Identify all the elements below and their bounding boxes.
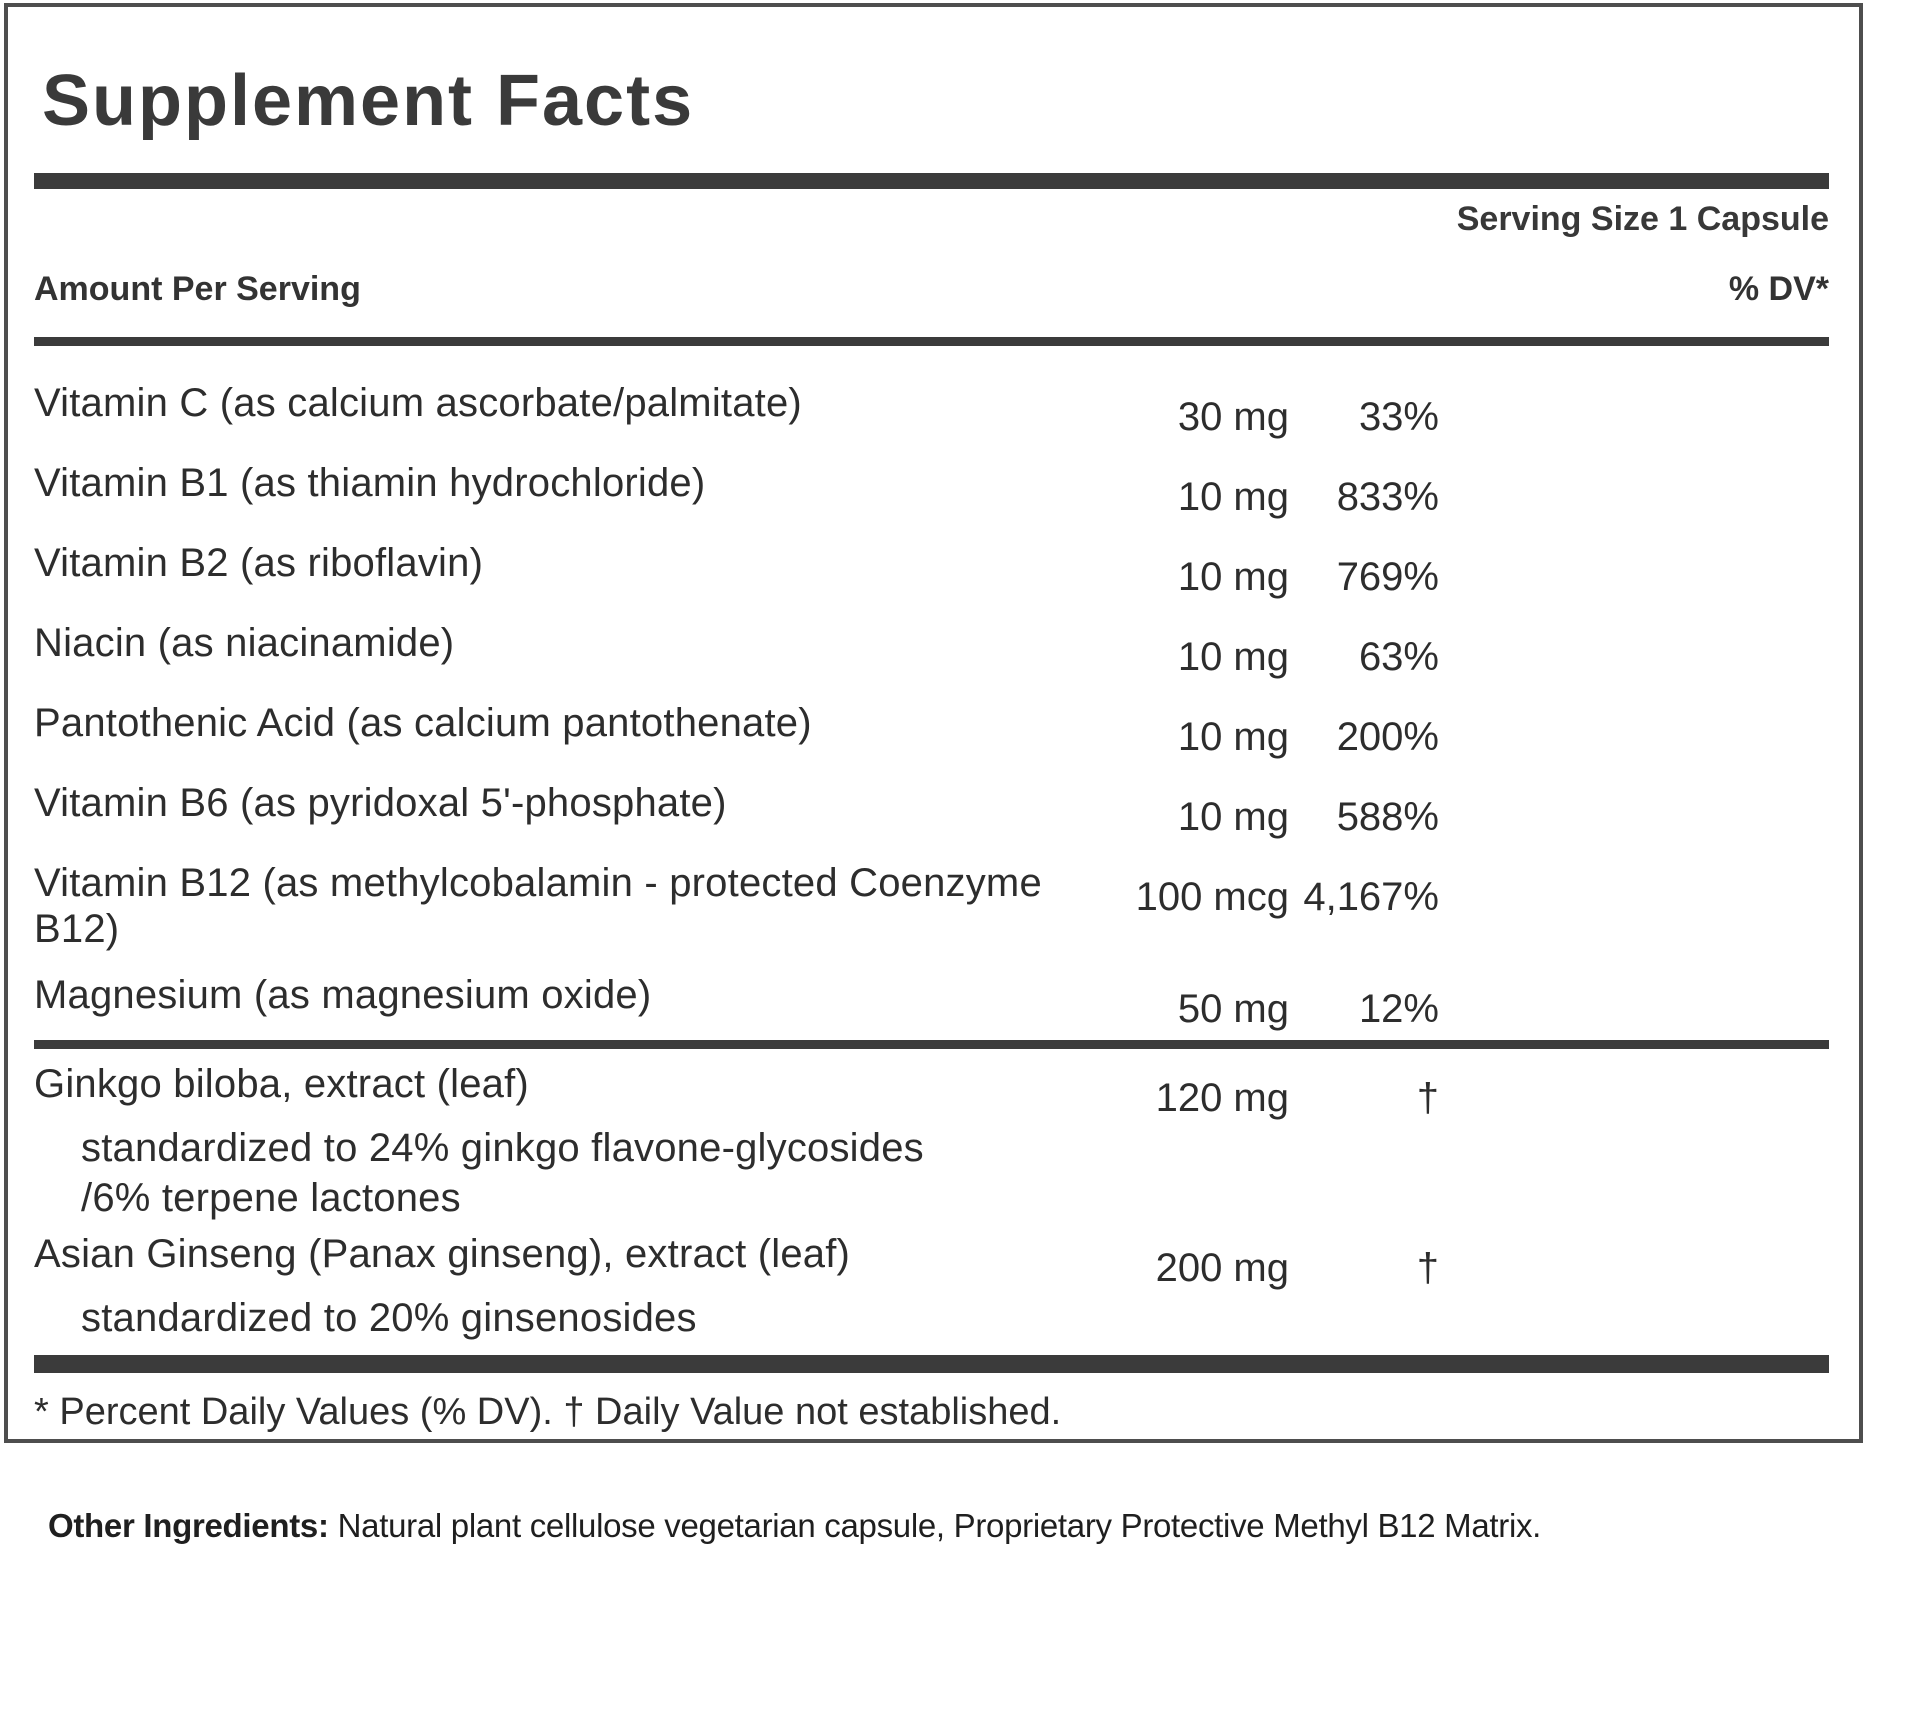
ingredient-name: Vitamin B1 (as thiamin hydrochloride) [34,461,706,505]
ingredient-dv: 588% [1336,795,1439,839]
ingredient-standardization: /6% terpene lactones [81,1176,461,1220]
ingredient-row: Vitamin B12 (as methylcobalamin - protec… [34,860,1829,952]
ingredient-dv: † [1416,1246,1439,1290]
ingredient-dv: 12% [1358,987,1439,1031]
ingredient-name: Vitamin B2 (as riboflavin) [34,541,484,585]
ingredient-amount: 30 mg [1177,395,1289,439]
amount-per-serving-header: Amount Per Serving [34,270,361,308]
divider-thick-bottom [34,1355,1829,1373]
panel-title: Supplement Facts [42,61,695,141]
ingredient-amount: 10 mg [1177,715,1289,759]
ingredient-name: Asian Ginseng (Panax ginseng), extract (… [34,1232,851,1276]
ingredient-dv: 4,167% [1303,875,1439,919]
other-ingredients-label: Other Ingredients: [48,1507,329,1544]
ingredient-row: Ginkgo biloba, extract (leaf) 120 mg † [34,1061,1829,1121]
ingredient-row: Asian Ginseng (Panax ginseng), extract (… [34,1231,1829,1291]
column-headers: Amount Per Serving % DV* [34,269,1829,309]
other-ingredients-text: Natural plant cellulose vegetarian capsu… [337,1507,1542,1544]
ingredient-amount: 10 mg [1177,635,1289,679]
ingredient-row: Vitamin B1 (as thiamin hydrochloride) 10 … [34,460,1829,520]
divider-under-headers [34,337,1829,346]
ingredient-dv: † [1416,1076,1439,1120]
ingredient-name: Pantothenic Acid (as calcium pantothenat… [34,701,812,745]
ingredient-dv: 63% [1358,635,1439,679]
ingredient-amount: 120 mg [1155,1076,1289,1120]
ingredient-row: Pantothenic Acid (as calcium pantothenat… [34,700,1829,760]
ingredient-amount: 10 mg [1177,555,1289,599]
ingredient-name: Vitamin C (as calcium ascorbate/palmitat… [34,381,802,425]
ingredient-row: Vitamin C (as calcium ascorbate/palmitat… [34,380,1829,440]
ingredient-name: Vitamin B12 (as methylcobalamin - protec… [34,861,1042,951]
ingredient-amount: 10 mg [1177,475,1289,519]
vitamin-rows-group: Vitamin C (as calcium ascorbate/palmitat… [34,380,1829,1032]
ingredient-amount: 50 mg [1177,987,1289,1031]
ingredient-dv: 33% [1358,395,1439,439]
percent-dv-header: % DV* [1728,270,1829,308]
ingredient-amount: 10 mg [1177,795,1289,839]
ingredient-standardization: standardized to 20% ginsenosides [81,1296,697,1340]
ingredient-row: Magnesium (as magnesium oxide) 50 mg 12% [34,972,1829,1032]
ingredient-amount: 100 mcg [1135,875,1289,919]
ingredient-name: Vitamin B6 (as pyridoxal 5'-phosphate) [34,781,727,825]
ingredient-dv: 200% [1336,715,1439,759]
divider-botanicals [34,1040,1829,1049]
ingredient-dv: 769% [1336,555,1439,599]
serving-size: Serving Size 1 Capsule [1456,200,1829,238]
ingredient-name: Magnesium (as magnesium oxide) [34,973,652,1017]
ingredient-standardization: standardized to 24% ginkgo flavone-glyco… [81,1126,924,1170]
supplement-facts-panel: Supplement Facts Serving Size 1 Capsule … [4,3,1863,1443]
other-ingredients: Other Ingredients: Natural plant cellulos… [48,1488,1548,1564]
ingredient-dv: 833% [1336,475,1439,519]
ingredient-name: Niacin (as niacinamide) [34,621,455,665]
footnote: * Percent Daily Values (% DV). † Daily V… [34,1391,1062,1433]
ingredient-name: Ginkgo biloba, extract (leaf) [34,1062,529,1106]
ingredient-row: Vitamin B6 (as pyridoxal 5'-phosphate) 10… [34,780,1829,840]
ingredient-amount: 200 mg [1155,1246,1289,1290]
divider-thick-top [34,173,1829,189]
ingredient-row: Niacin (as niacinamide) 10 mg 63% [34,620,1829,680]
ingredient-row: Vitamin B2 (as riboflavin) 10 mg 769% [34,540,1829,600]
botanical-rows-group: Ginkgo biloba, extract (leaf) 120 mg † stan… [34,1061,1829,1341]
